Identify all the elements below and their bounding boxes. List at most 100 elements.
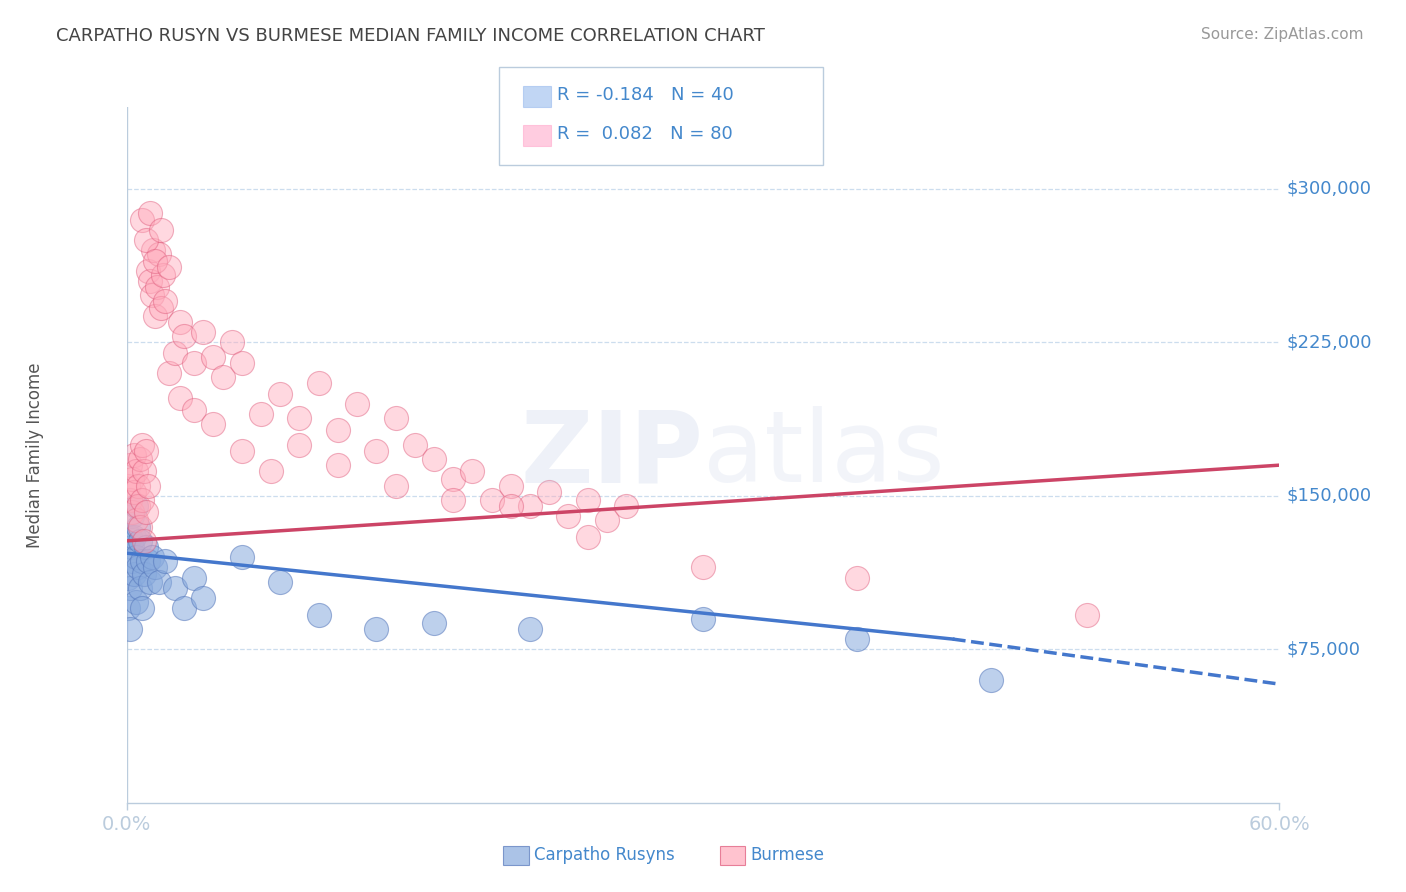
Point [499,478,522,492]
Point [138,206,160,220]
Point [121,505,143,519]
Point [121,473,143,487]
Point [692,560,714,574]
Point [157,260,180,274]
Text: R = -0.184   N = 40: R = -0.184 N = 40 [557,86,734,103]
Text: $300,000: $300,000 [1286,180,1371,198]
Point [250,407,273,421]
Point [141,550,163,565]
Point [183,403,205,417]
Point [146,280,169,294]
Point [193,325,215,339]
Point [441,473,464,487]
Point [169,391,191,405]
Point [201,350,224,364]
Point [132,566,155,581]
Point [441,492,464,507]
Point [132,533,155,548]
Point [129,533,152,548]
Text: $225,000: $225,000 [1286,334,1372,351]
Point [127,478,149,492]
Point [150,223,173,237]
Point [259,464,281,478]
Point [120,492,142,507]
Point [117,478,139,492]
Point [308,607,330,622]
Point [461,464,484,478]
Point [127,519,149,533]
Text: Carpatho Rusyns: Carpatho Rusyns [534,846,675,863]
Point [326,458,349,472]
Point [148,574,170,589]
Point [423,452,446,467]
Point [231,443,253,458]
Point [153,554,176,568]
Point [129,519,152,533]
Point [404,438,426,452]
Point [131,601,153,615]
Point [366,443,388,458]
Point [120,581,142,595]
Point [120,458,142,472]
Point [135,540,157,554]
Point [384,411,406,425]
Point [346,397,368,411]
Text: ZIP: ZIP [520,407,703,503]
Point [120,530,142,544]
Point [148,247,170,261]
Point [308,376,330,391]
Point [231,356,253,370]
Point [135,443,157,458]
Point [366,622,388,636]
Point [131,492,153,507]
Point [288,411,311,425]
Point [576,530,599,544]
Point [129,581,152,595]
Point [221,335,243,350]
Point [136,554,159,568]
Point [269,386,291,401]
Point [980,673,1002,687]
Text: $150,000: $150,000 [1286,487,1372,505]
Point [153,294,176,309]
Point [135,233,157,247]
Point [131,438,153,452]
Point [173,329,195,343]
Point [384,478,406,492]
Point [519,622,541,636]
Point [145,560,166,574]
Text: Source: ZipAtlas.com: Source: ZipAtlas.com [1201,27,1364,42]
Point [231,550,253,565]
Point [157,366,180,380]
Text: Median Family Income: Median Family Income [27,362,44,548]
Point [145,253,166,268]
Point [131,212,153,227]
Point [269,574,291,589]
Point [122,448,145,462]
Point [125,464,148,478]
Point [136,478,159,492]
Point [692,612,714,626]
Point [122,530,145,544]
Point [163,581,186,595]
Point [499,499,522,513]
Point [125,513,148,527]
Point [142,244,165,258]
Point [131,554,153,568]
Point [481,492,503,507]
Point [125,550,148,565]
Point [163,345,186,359]
Point [152,268,174,282]
Point [201,417,224,432]
Point [138,574,160,589]
Point [122,566,145,581]
Point [117,571,139,585]
Point [557,509,579,524]
Point [576,492,599,507]
Point [150,301,173,315]
Text: atlas: atlas [703,407,945,503]
Point [845,571,868,585]
Point [519,499,541,513]
Point [125,595,148,609]
Text: $75,000: $75,000 [1286,640,1361,658]
